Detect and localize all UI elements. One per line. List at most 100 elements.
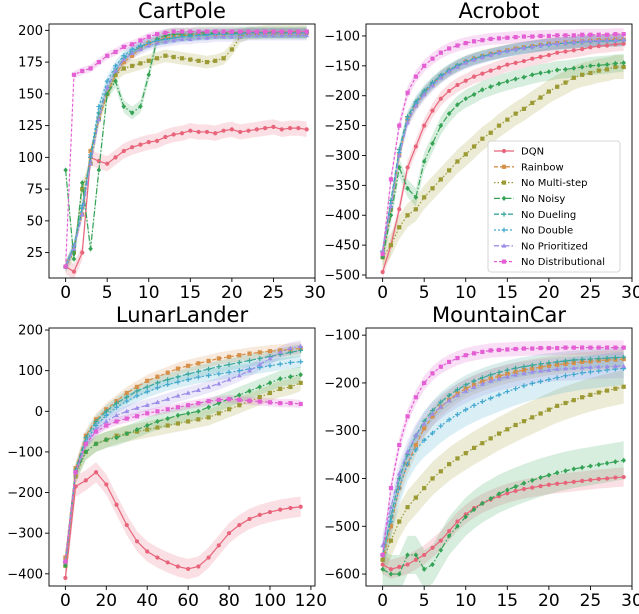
y-tick-label: −450 [324, 239, 360, 254]
point-dqn [580, 478, 585, 483]
point-dqn [83, 478, 88, 483]
line-no-noisy [65, 32, 307, 260]
point-no-noisy [621, 457, 626, 463]
point-dqn [196, 129, 201, 135]
y-tick-label: −500 [324, 269, 360, 284]
point-dqn [405, 562, 410, 567]
point-no-noisy [588, 463, 593, 469]
point-no-dueling [471, 378, 477, 384]
point-no-noisy [421, 566, 427, 572]
point-no-distributional [588, 32, 593, 37]
point-no-prioritized [563, 39, 568, 45]
legend-entry-no-double: No Double [494, 226, 573, 237]
point-no-noisy [563, 66, 568, 73]
point-no-dueling [438, 399, 444, 405]
point-no-multi-step [621, 64, 626, 70]
point-no-prioritized [165, 396, 171, 401]
point-no-prioritized [179, 36, 185, 42]
point-no-noisy [563, 468, 568, 474]
point-dqn [488, 68, 493, 73]
point-no-noisy [63, 563, 68, 569]
point-no-prioritized [496, 50, 502, 55]
point-no-multi-step [298, 380, 303, 385]
point-rainbow [124, 390, 129, 396]
point-no-distributional [413, 74, 418, 79]
point-dqn [130, 145, 135, 150]
plot-area [380, 28, 627, 278]
point-no-noisy [521, 480, 527, 486]
point-dqn [380, 562, 385, 567]
point-no-noisy [496, 81, 502, 87]
point-no-distributional [304, 29, 309, 34]
point-no-noisy [463, 514, 469, 520]
point-no-prioritized [588, 364, 593, 369]
x-tick-label: 100 [254, 591, 286, 611]
point-no-double [113, 63, 118, 69]
point-dqn [438, 96, 443, 101]
x-tick-label: 10 [455, 283, 477, 303]
point-no-distributional [530, 34, 535, 39]
point-no-distributional [538, 345, 543, 351]
point-no-prioritized [521, 370, 527, 376]
band-dqn [65, 462, 301, 586]
point-no-dueling [579, 357, 585, 362]
point-no-noisy [138, 103, 143, 110]
point-dqn [226, 531, 232, 536]
point-no-distributional [188, 29, 193, 34]
point-no-distributional [604, 32, 610, 37]
point-no-prioritized [588, 38, 593, 43]
point-no-noisy [206, 404, 211, 410]
point-no-double [513, 386, 519, 392]
point-no-double [236, 368, 242, 374]
point-no-distributional [463, 41, 468, 46]
point-no-dueling [479, 375, 485, 381]
point-no-multi-step [229, 47, 234, 52]
point-no-noisy [463, 96, 469, 102]
point-no-multi-step [267, 390, 273, 396]
point-no-distributional [555, 33, 560, 38]
line-rainbow [65, 32, 307, 267]
point-dqn [455, 82, 460, 88]
point-no-prioritized [114, 412, 119, 418]
point-rainbow [555, 362, 560, 367]
point-no-double [554, 375, 560, 381]
point-no-prioritized [604, 37, 610, 42]
point-no-prioritized [155, 399, 160, 405]
point-no-multi-step [163, 53, 168, 58]
point-no-prioritized [113, 68, 118, 73]
point-no-distributional [229, 29, 234, 34]
point-dqn [496, 65, 502, 70]
point-dqn [571, 48, 576, 53]
point-no-prioritized [121, 56, 127, 62]
point-no-prioritized [479, 381, 485, 386]
point-no-noisy [455, 523, 460, 529]
y-tick-label: 175 [18, 56, 43, 71]
point-rainbow [155, 374, 160, 379]
point-dqn [438, 538, 443, 543]
line-no-prioritized [65, 34, 307, 267]
point-no-noisy [529, 72, 535, 78]
point-no-distributional [471, 351, 477, 356]
point-no-multi-step [546, 407, 551, 412]
point-no-multi-step [154, 56, 160, 61]
point-no-noisy [405, 552, 410, 558]
point-dqn [221, 128, 226, 133]
point-rainbow [413, 442, 418, 448]
point-no-multi-step [438, 469, 443, 474]
point-dqn [278, 507, 283, 512]
point-no-double [124, 398, 130, 404]
point-no-prioritized [405, 120, 410, 125]
x-tick-label: 30 [304, 283, 326, 303]
point-no-multi-step [588, 70, 593, 76]
point-no-dueling [124, 394, 130, 400]
y-tick-label: 200 [18, 324, 43, 339]
axes-frame [48, 23, 316, 279]
line-no-dueling [65, 32, 307, 267]
point-no-prioritized [88, 161, 93, 166]
point-dqn [271, 124, 276, 129]
x-tick-label: 20 [95, 591, 117, 611]
x-tick-label: 30 [621, 591, 639, 611]
point-no-prioritized [396, 152, 402, 158]
point-no-dueling [588, 356, 593, 362]
point-no-noisy [413, 552, 419, 558]
